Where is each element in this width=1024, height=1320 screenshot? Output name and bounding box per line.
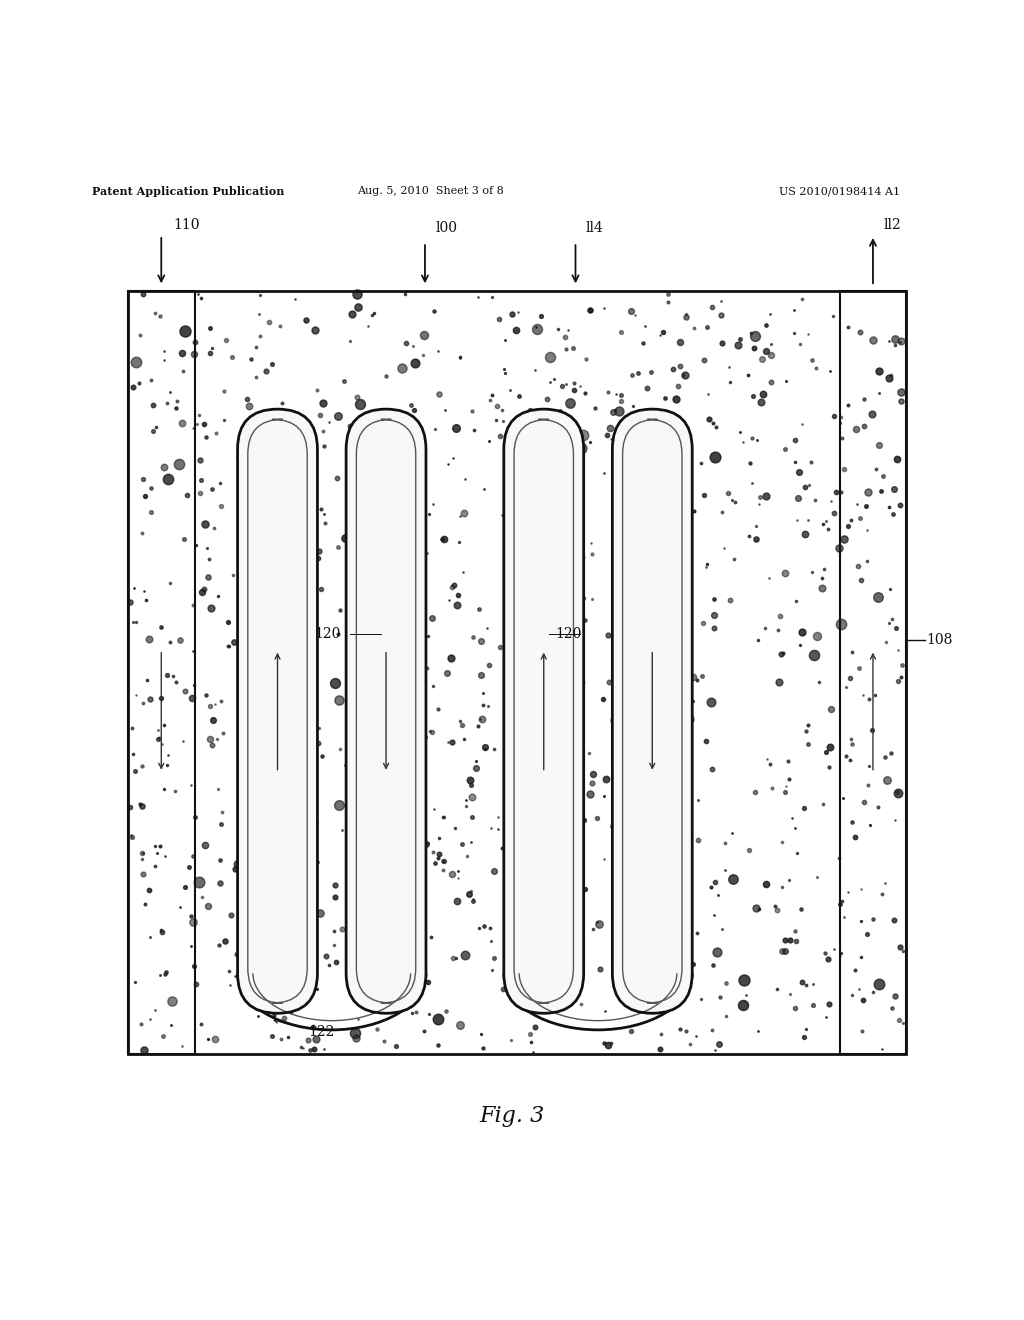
Text: 120: 120 <box>314 627 341 642</box>
Bar <box>128 292 195 1055</box>
Text: Fig. 3: Fig. 3 <box>479 1105 545 1127</box>
Text: l00: l00 <box>435 220 457 235</box>
FancyBboxPatch shape <box>238 409 317 1014</box>
Bar <box>840 292 906 1055</box>
Text: ll2: ll2 <box>883 218 901 232</box>
FancyBboxPatch shape <box>612 409 692 1014</box>
Text: 120: 120 <box>555 627 582 642</box>
Text: Aug. 5, 2010  Sheet 3 of 8: Aug. 5, 2010 Sheet 3 of 8 <box>356 186 504 195</box>
Text: 122: 122 <box>308 1024 335 1039</box>
Bar <box>128 292 906 1055</box>
FancyBboxPatch shape <box>346 409 426 1014</box>
FancyBboxPatch shape <box>504 409 584 1014</box>
Text: ll4: ll4 <box>586 220 603 235</box>
Text: US 2010/0198414 A1: US 2010/0198414 A1 <box>779 186 900 195</box>
Text: 108: 108 <box>927 632 953 647</box>
Text: Patent Application Publication: Patent Application Publication <box>92 186 285 197</box>
Text: 110: 110 <box>174 218 200 232</box>
